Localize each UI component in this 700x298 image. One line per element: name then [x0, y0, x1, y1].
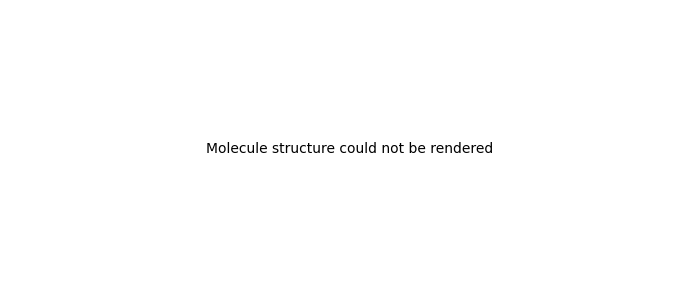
Text: Molecule structure could not be rendered: Molecule structure could not be rendered	[206, 142, 494, 156]
